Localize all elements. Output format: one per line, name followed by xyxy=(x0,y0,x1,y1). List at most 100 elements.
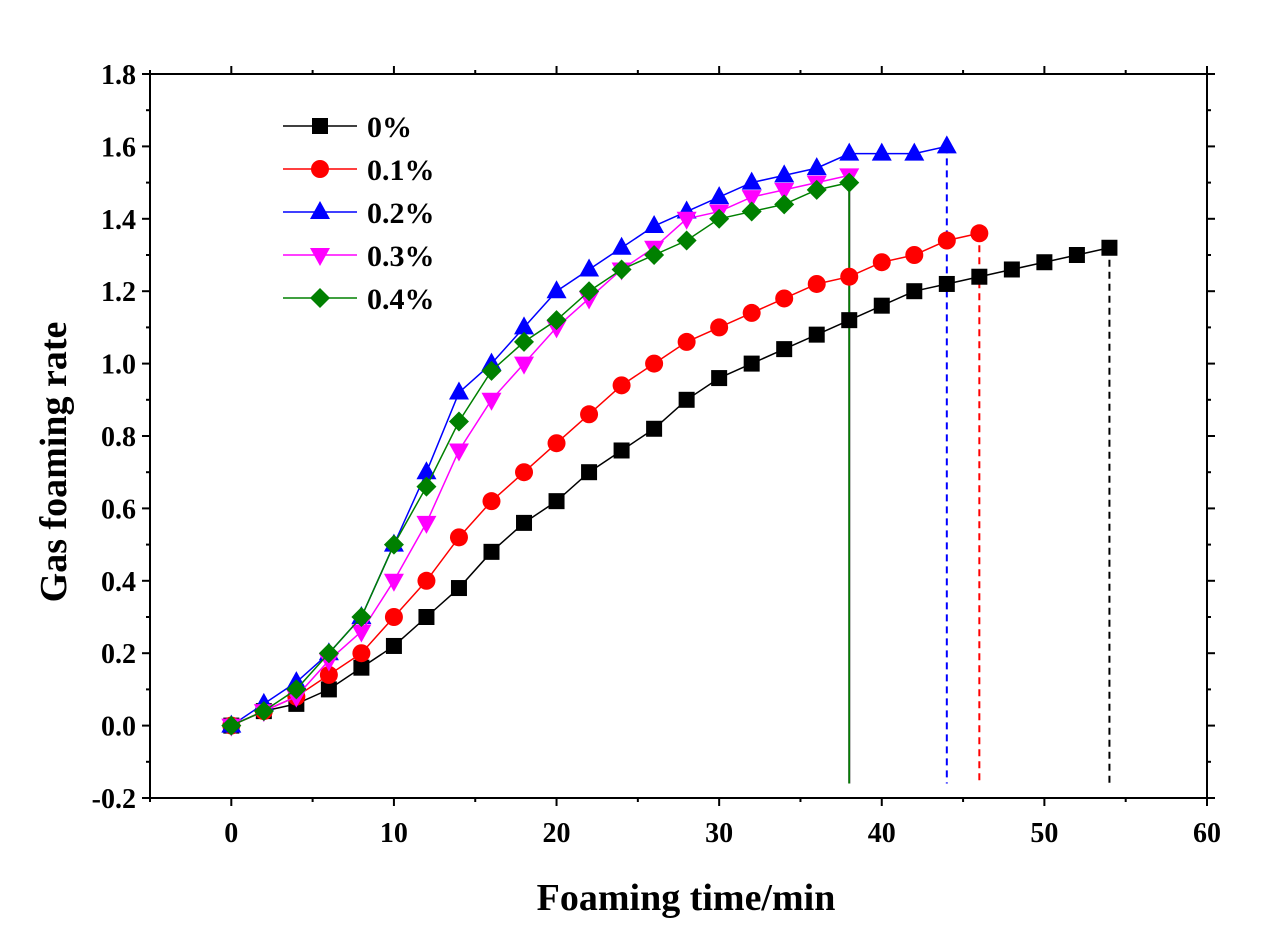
data-point xyxy=(938,275,955,292)
data-point xyxy=(840,267,859,286)
x-tick-label: 20 xyxy=(543,818,571,849)
data-point xyxy=(483,543,500,560)
series xyxy=(221,172,860,736)
data-point xyxy=(644,245,665,265)
data-point xyxy=(741,171,762,190)
series-line xyxy=(230,145,947,727)
data-point xyxy=(709,208,730,229)
data-point xyxy=(1101,239,1118,256)
y-tick-label: 0.6 xyxy=(101,494,136,525)
data-point xyxy=(319,665,338,684)
legend-item: 0.3% xyxy=(283,240,435,273)
data-point xyxy=(320,681,337,698)
data-point xyxy=(351,624,372,643)
data-point xyxy=(318,643,339,664)
data-point xyxy=(743,355,760,372)
x-tick-label: 40 xyxy=(868,818,896,849)
data-point xyxy=(936,135,957,154)
y-tick-label: 1.8 xyxy=(101,60,136,91)
data-point xyxy=(971,268,988,285)
legend-item: 0.4% xyxy=(283,283,435,316)
data-point xyxy=(741,190,762,209)
data-point xyxy=(839,172,860,193)
data-point xyxy=(613,442,630,459)
data-point xyxy=(546,310,567,331)
x-tick-label: 50 xyxy=(1030,818,1058,849)
series xyxy=(222,224,989,735)
data-point xyxy=(645,354,664,373)
series-line xyxy=(231,181,850,727)
data-point xyxy=(611,259,632,280)
data-point xyxy=(448,443,469,462)
data-point xyxy=(872,253,891,272)
legend-label: 0.4% xyxy=(367,283,435,316)
y-tick-label: 1.6 xyxy=(101,132,136,163)
y-tick-label: 0.2 xyxy=(101,639,136,670)
data-point xyxy=(807,274,826,293)
data-point xyxy=(416,461,437,480)
data-point xyxy=(970,224,989,243)
data-point xyxy=(612,376,631,395)
data-point xyxy=(676,211,697,230)
data-point xyxy=(384,608,403,626)
y-tick-label: 0.0 xyxy=(101,712,136,743)
data-point xyxy=(253,701,274,722)
data-point xyxy=(1036,254,1053,271)
x-tick-label: 10 xyxy=(380,818,408,849)
data-point xyxy=(383,534,404,555)
legend-marker xyxy=(310,248,330,266)
data-point xyxy=(678,391,695,408)
axes-layer: 0 10 20 30 40 50 60 -0.2 0.0 0.2 0.4 0.6 0.8 1.0 1.2 1.… xyxy=(92,60,1221,849)
data-point xyxy=(547,434,566,453)
data-point xyxy=(416,476,437,497)
data-point xyxy=(937,231,956,250)
data-point xyxy=(873,297,890,314)
legend-marker xyxy=(310,288,330,308)
data-point xyxy=(351,607,372,627)
data-point xyxy=(711,370,728,387)
legend-marker xyxy=(311,160,329,178)
data-point xyxy=(353,659,370,676)
data-point xyxy=(905,246,924,264)
y-tick-label: 1.4 xyxy=(101,205,136,236)
data-point xyxy=(448,411,469,432)
x-tick-label: 0 xyxy=(224,818,238,849)
data-point xyxy=(774,194,795,215)
data-point xyxy=(1003,261,1020,278)
data-point xyxy=(581,464,598,481)
data-point xyxy=(709,186,730,205)
data-point xyxy=(383,573,404,592)
data-point xyxy=(742,303,761,322)
legend: 0% 0.1% 0.2% 0.3% 0.4% xyxy=(283,111,435,316)
data-point xyxy=(741,201,762,222)
legend-label: 0.3% xyxy=(367,240,435,273)
series-layer xyxy=(221,135,1118,737)
data-point xyxy=(221,715,242,736)
data-point xyxy=(546,280,567,299)
data-point xyxy=(579,281,600,302)
data-point xyxy=(579,258,600,277)
legend-label: 0% xyxy=(367,111,412,144)
data-point xyxy=(482,492,501,511)
data-point xyxy=(775,289,794,308)
data-point xyxy=(644,215,665,234)
legend-label: 0.2% xyxy=(367,197,435,230)
data-point xyxy=(449,528,468,547)
data-point xyxy=(774,164,795,183)
data-point xyxy=(646,420,663,437)
y-tick-label: 0.4 xyxy=(101,567,136,598)
data-point xyxy=(676,230,697,251)
data-point xyxy=(416,515,437,534)
data-point xyxy=(904,142,925,161)
x-tick-label: 30 xyxy=(705,818,733,849)
data-point xyxy=(774,182,795,201)
data-point xyxy=(516,514,533,531)
data-point xyxy=(806,179,827,200)
legend-item: 0.1% xyxy=(283,154,435,187)
data-point xyxy=(776,341,793,358)
y-axis-title: Gas foaming rate xyxy=(33,322,75,603)
legend-label: 0.1% xyxy=(367,154,435,187)
data-point xyxy=(677,332,696,351)
data-point xyxy=(871,142,892,161)
data-point xyxy=(286,679,307,700)
